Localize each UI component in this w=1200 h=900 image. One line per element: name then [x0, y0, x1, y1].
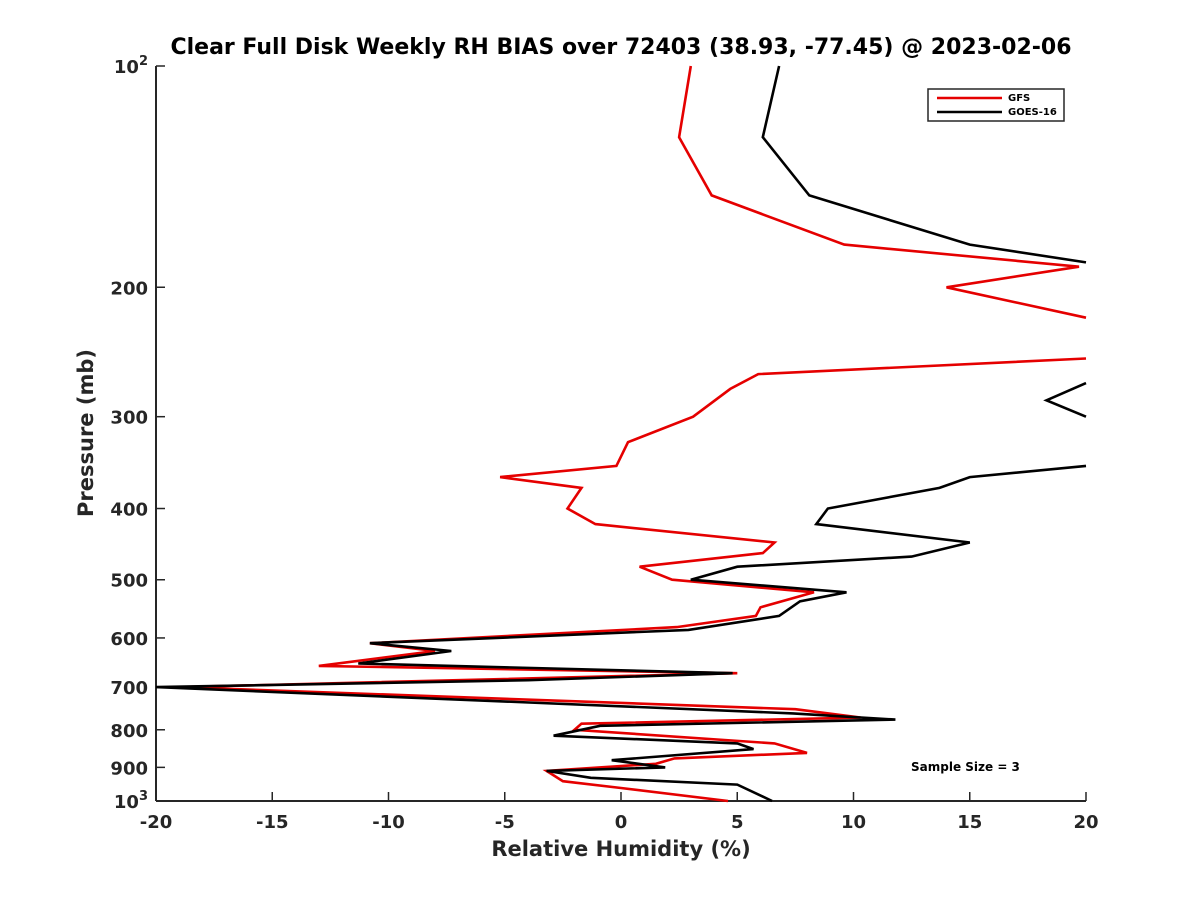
x-ticks: -20 -15 -10 -5 0 5 10 15 20	[140, 792, 1099, 833]
legend-label-gfs: GFS	[1008, 93, 1030, 104]
y-tick-label: 103	[114, 789, 148, 813]
legend-box	[927, 88, 1065, 122]
y-tick-label: 200	[110, 278, 148, 299]
x-tick-label: 15	[957, 812, 982, 833]
plot-area: -20 -15 -10 -5 0 5 10 15 20 102 200 300 400 500 600 70…	[110, 54, 1098, 833]
y-tick-label: 800	[110, 721, 148, 742]
y-tick-label: 102	[114, 54, 148, 78]
x-tick-label: -15	[256, 812, 289, 833]
y-tick-label: 400	[110, 500, 148, 521]
y-tick-label: 300	[110, 408, 148, 429]
sample-size-annotation: Sample Size = 3	[911, 760, 1020, 774]
series-lines	[155, 65, 1087, 803]
legend: GFS GOES-16	[927, 88, 1065, 122]
y-axis-label: Pressure (mb)	[74, 349, 98, 517]
series-line-gfs	[179, 65, 1087, 803]
y-tick-label: 500	[110, 571, 148, 592]
y-ticks: 102 200 300 400 500 600 700 800 900 103	[110, 54, 165, 813]
y-tick-label: 600	[110, 629, 148, 650]
x-tick-label: 5	[731, 812, 744, 833]
x-tick-label: -5	[495, 812, 515, 833]
x-tick-label: -10	[372, 812, 405, 833]
series-line-goes16	[155, 65, 1087, 803]
x-tick-label: 10	[841, 812, 866, 833]
x-axis-label: Relative Humidity (%)	[491, 837, 750, 861]
y-tick-label: 700	[110, 678, 148, 699]
chart-title: Clear Full Disk Weekly RH BIAS over 7240…	[170, 35, 1071, 60]
y-tick-label: 900	[110, 758, 148, 779]
x-tick-label: 0	[615, 812, 628, 833]
x-tick-label: 20	[1073, 812, 1098, 833]
x-tick-label: -20	[140, 812, 173, 833]
legend-label-goes16: GOES-16	[1008, 107, 1057, 118]
